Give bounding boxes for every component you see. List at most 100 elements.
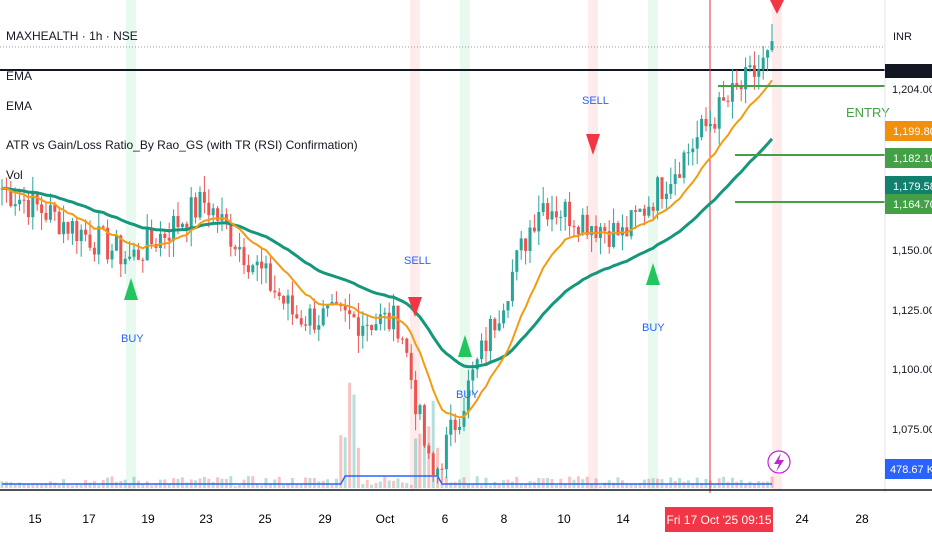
candle	[532, 214, 536, 233]
candle	[708, 110, 712, 133]
volume-bar	[18, 482, 22, 488]
price-tick: 1,100.00	[892, 364, 932, 376]
volume-bar	[524, 484, 528, 488]
candle	[744, 57, 748, 104]
legend: MAXHEALTH · 1h · NSE EMA EMA ATR vs Gain…	[6, 29, 358, 182]
candle	[554, 196, 558, 225]
candle	[405, 337, 409, 358]
candle	[119, 234, 123, 278]
volume-bar	[154, 484, 158, 488]
time-tick: 29	[318, 512, 332, 526]
volume-bar	[488, 485, 492, 488]
volume-bar	[97, 485, 101, 488]
candle	[519, 230, 523, 260]
candle	[546, 197, 550, 227]
candle	[194, 192, 198, 224]
volume-bar	[638, 483, 642, 488]
candle	[541, 187, 545, 216]
candle	[444, 426, 448, 479]
volume-bar	[88, 482, 92, 488]
volume-bar	[700, 483, 704, 488]
candle	[717, 91, 721, 145]
candle	[427, 443, 431, 460]
crosshair-time-badge	[665, 507, 773, 532]
candle	[268, 255, 272, 293]
candle	[484, 327, 488, 364]
volume-bar	[132, 476, 136, 488]
candle	[334, 291, 338, 306]
candle	[559, 210, 563, 232]
candle	[590, 225, 594, 252]
volume-bar	[299, 484, 303, 488]
time-axis[interactable]: 15 17 19 23 25 29 Oct 6 8 10 14 Fri 17 O…	[0, 489, 932, 532]
volume-bar	[726, 481, 730, 488]
svg-text:1,182.10: 1,182.10	[893, 153, 932, 165]
volume-bar	[616, 477, 620, 488]
time-tick: 19	[141, 512, 155, 526]
volume-bar	[510, 481, 514, 488]
volume-bar	[9, 482, 13, 488]
volume-bar	[255, 483, 259, 488]
candle	[308, 304, 312, 335]
candle	[260, 248, 264, 285]
price-tick: 1,204.00	[892, 84, 932, 96]
volume-bar	[356, 447, 360, 488]
candle	[726, 95, 730, 108]
volume-bar	[717, 478, 721, 488]
candle	[453, 413, 457, 443]
volume-bar	[392, 480, 396, 488]
volume-bar	[449, 482, 453, 488]
volume-bar	[277, 476, 281, 488]
volume-bar	[75, 484, 79, 488]
price-tick: 1,075.00	[892, 424, 932, 436]
volume-bar	[590, 484, 594, 488]
candle	[277, 288, 281, 301]
candle	[365, 315, 369, 342]
candle	[229, 213, 233, 257]
candle	[286, 289, 290, 321]
lightning-icon[interactable]	[767, 450, 791, 474]
candle	[528, 220, 532, 264]
candle	[414, 370, 418, 431]
volume-bar	[730, 477, 734, 488]
volume-bar	[330, 485, 334, 488]
volume-bar	[260, 485, 264, 488]
price-badge-ema-fast	[885, 121, 932, 141]
volume-bar	[722, 476, 726, 488]
candle	[84, 219, 88, 242]
candle	[40, 196, 44, 231]
candle	[581, 208, 585, 236]
volume-bar	[629, 484, 633, 488]
symbol-title: MAXHEALTH · 1h · NSE	[6, 29, 138, 43]
signal-band	[126, 0, 136, 490]
sell-arrow-1	[408, 297, 422, 317]
candle	[312, 298, 316, 334]
price-axis[interactable]: INR 1,204.00 1,150.00 1,125.00 1,100.00 …	[884, 0, 932, 493]
candle	[97, 210, 101, 265]
candle	[436, 467, 440, 484]
sell-label-1: SELL	[404, 255, 431, 267]
volume-ma-line	[2, 475, 772, 485]
candle	[246, 254, 250, 279]
candle	[497, 310, 501, 332]
buy-arrow-1	[124, 278, 138, 300]
candle	[748, 55, 752, 73]
volume-bar	[695, 477, 699, 488]
candle	[141, 257, 145, 273]
volume-bar	[537, 477, 541, 488]
candle	[440, 463, 444, 484]
candle	[418, 403, 422, 421]
volume-bar	[414, 438, 418, 488]
volume-bar	[202, 476, 206, 488]
volume-bar	[744, 483, 748, 488]
candle	[79, 224, 83, 257]
candle	[123, 250, 127, 274]
candle	[114, 229, 118, 252]
crosshair-time-label: Fri 17 Oct '25 09:15	[666, 513, 771, 527]
signal-band	[588, 0, 598, 490]
sell-label-2: SELL	[582, 95, 609, 107]
candle	[488, 315, 492, 364]
volume-bar	[594, 478, 598, 488]
volume-bar	[44, 483, 48, 488]
